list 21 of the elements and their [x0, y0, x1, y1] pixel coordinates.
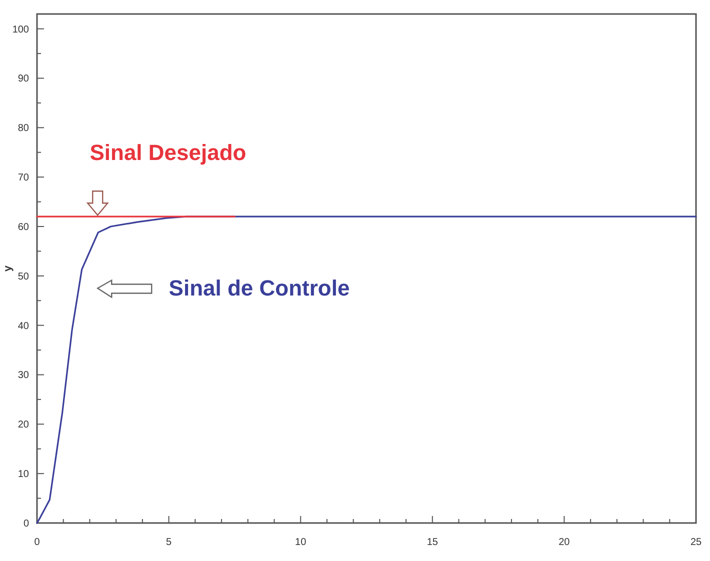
y-axis-title: y [2, 264, 14, 272]
text: Sinal Desejado [90, 140, 246, 165]
y-tick-label: 70 [18, 172, 30, 184]
y-tick-label: 60 [18, 222, 30, 233]
y-tick-label: 20 [18, 420, 30, 431]
y-tick-label: 0 [23, 518, 30, 530]
x-tick-label: 15 [426, 537, 438, 548]
text: Sinal de Controle [168, 276, 350, 301]
line-series [36, 216, 697, 524]
y-tick-label: 40 [18, 320, 30, 332]
x-tick-label: 25 [690, 537, 702, 548]
x-tick-label: 5 [166, 537, 172, 548]
y-tick-label: 100 [12, 24, 30, 36]
y-tick-label: 30 [18, 370, 30, 382]
y-tick-label: 10 [18, 469, 30, 480]
x-tick-label: 0 [34, 537, 40, 548]
y-tick-label: 90 [18, 74, 30, 85]
x-tick-label: 20 [558, 537, 570, 548]
y-tick-label: 50 [18, 271, 30, 282]
x-tick-label: 10 [295, 537, 307, 548]
y-tick-label: 80 [18, 123, 30, 134]
